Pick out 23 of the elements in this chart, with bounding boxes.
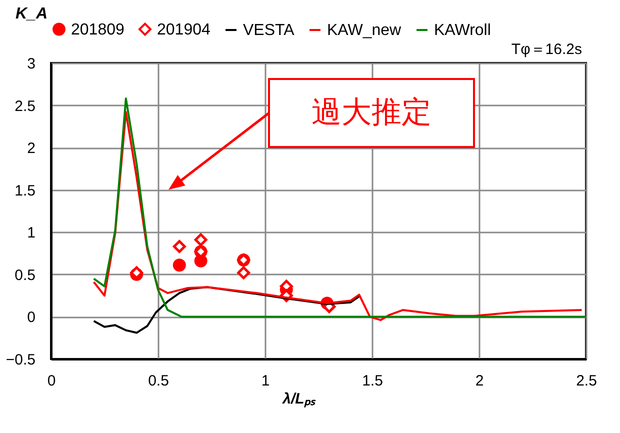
y-tick-label: 2 xyxy=(27,140,36,158)
legend-label: KAW_new xyxy=(327,22,402,39)
y-tick-label: 1.5 xyxy=(14,182,36,200)
x-tick-label: 2 xyxy=(475,372,484,390)
legend-label: 201904 xyxy=(157,21,210,38)
y-tick-label: 2.5 xyxy=(14,98,36,115)
x-tick-label: 2.5 xyxy=(576,372,597,390)
y-tick-label: 1 xyxy=(27,224,36,242)
y-tick-label: 0 xyxy=(27,309,36,326)
legend-label: KAWroll xyxy=(434,22,491,39)
annotation: 過大推定 xyxy=(312,95,432,130)
x-tick-label: 1.5 xyxy=(362,372,383,390)
text: Tφ＝16.2s xyxy=(511,41,582,58)
y-tick-label: −0.5 xyxy=(6,352,36,368)
legend-label: VESTA xyxy=(243,22,295,39)
y-tick-label: 0.5 xyxy=(14,266,36,284)
x-tick-label: 0 xyxy=(47,372,56,390)
y-tick-label: 3 xyxy=(27,56,36,72)
x-tick-label: 0.5 xyxy=(148,372,169,390)
x-tick-label: 1 xyxy=(261,372,270,390)
y-axis-title: K_A xyxy=(16,6,48,22)
legend-label: 201809 xyxy=(71,21,124,38)
x-axis-title: λ/Lₚₛ xyxy=(282,390,316,408)
